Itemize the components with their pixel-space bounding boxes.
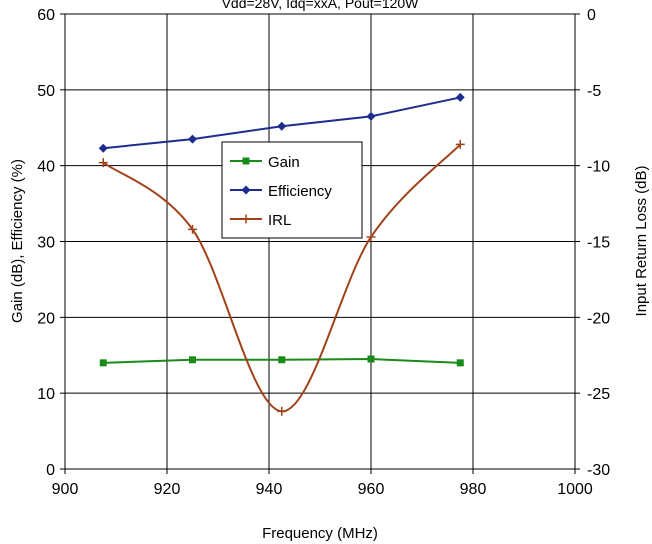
y-left-tick-label: 50 <box>37 83 55 100</box>
y-right-tick-label: -20 <box>587 310 610 327</box>
y-left-tick-label: 40 <box>37 159 55 176</box>
y-right-tick-label: -30 <box>587 462 610 479</box>
axes <box>60 13 580 474</box>
data-point-gain <box>456 359 464 367</box>
legend-marker-gain <box>242 157 250 165</box>
tick-labels: 900 920 940 960 980 1000 0 10 20 30 40 50 60 -30 -25 -2… <box>37 7 610 498</box>
y-left-tick-label: 10 <box>37 386 55 403</box>
data-point-irl <box>366 232 376 242</box>
y-right-tick-label: -15 <box>587 235 610 252</box>
y-right-tick-label: -25 <box>587 386 610 403</box>
x-tick-label: 980 <box>460 481 487 498</box>
y-left-tick-label: 0 <box>46 462 55 479</box>
data-point-gain <box>99 359 107 367</box>
y-left-tick-label: 30 <box>37 235 55 252</box>
x-tick-label: 960 <box>358 481 385 498</box>
data-point-efficiency <box>98 143 108 153</box>
series-gain <box>99 355 464 367</box>
series-layer <box>98 92 465 416</box>
y-right-tick-label: -5 <box>587 83 601 100</box>
x-tick-label: 900 <box>52 481 79 498</box>
y-axis-title-left: Gain (dB), Efficiency (%) <box>9 159 26 323</box>
data-point-gain <box>278 356 286 364</box>
data-point-irl <box>455 139 465 149</box>
y-axis-title-right: Input Return Loss (dB) <box>633 166 650 317</box>
series-irl <box>98 139 465 416</box>
x-axis-title: Frequency (MHz) <box>262 525 378 542</box>
data-point-irl <box>277 406 287 416</box>
legend-label-efficiency: Efficiency <box>268 183 332 200</box>
x-tick-label: 940 <box>256 481 283 498</box>
x-tick-label: 920 <box>154 481 181 498</box>
x-tick-label: 1000 <box>557 481 593 498</box>
data-point-efficiency <box>277 121 287 131</box>
series-efficiency <box>98 92 465 153</box>
data-point-efficiency <box>366 111 376 121</box>
y-right-tick-label: 0 <box>587 7 596 24</box>
data-point-efficiency <box>455 92 465 102</box>
legend-label-irl: IRL <box>268 212 291 229</box>
data-point-gain <box>367 355 375 363</box>
y-right-tick-label: -10 <box>587 159 610 176</box>
data-point-irl <box>98 158 108 168</box>
legend-marker-efficiency <box>241 185 251 195</box>
data-point-efficiency <box>188 134 197 144</box>
data-point-gain <box>189 356 196 364</box>
legend-label-gain: Gain <box>268 154 300 171</box>
legend-marker-irl <box>241 214 251 224</box>
y-left-tick-label: 20 <box>37 310 55 327</box>
legend: Gain Efficiency IRL <box>221 141 363 239</box>
data-point-irl <box>188 224 197 234</box>
chart-title: Vdd=28V, Idq=xxA, Pout=120W <box>222 0 420 11</box>
y-left-tick-label: 60 <box>37 7 55 24</box>
